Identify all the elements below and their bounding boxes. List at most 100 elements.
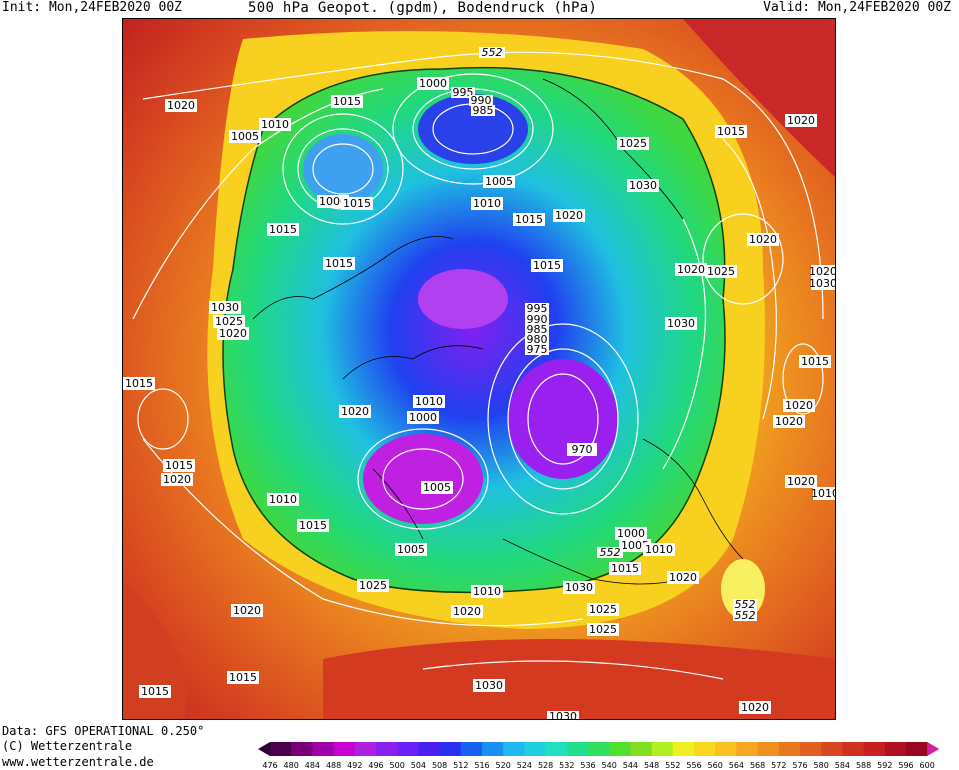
isobar-label: 995 bbox=[525, 302, 549, 315]
isobar-label: 1020 bbox=[161, 473, 193, 486]
svg-text:1005: 1005 bbox=[231, 130, 259, 143]
svg-text:1010: 1010 bbox=[473, 197, 501, 210]
colorbar-swatch bbox=[439, 742, 462, 756]
colorbar-swatch bbox=[715, 742, 737, 756]
isobar-label: 1020 bbox=[739, 701, 771, 714]
svg-text:1015: 1015 bbox=[533, 259, 561, 272]
colorbar-swatch bbox=[906, 742, 928, 756]
svg-text:990: 990 bbox=[527, 313, 548, 326]
isobar-label: 1010 bbox=[471, 197, 503, 210]
isobar-labels: 1020 1015 1010 1005 1000 1015 1000 995 9… bbox=[123, 46, 836, 719]
colorbar-arrow-right bbox=[927, 742, 940, 756]
isobar-label: 1020 bbox=[339, 405, 371, 418]
website-link[interactable]: www.wetterzentrale.de bbox=[2, 755, 154, 769]
svg-text:995: 995 bbox=[453, 86, 474, 99]
svg-text:1025: 1025 bbox=[359, 579, 387, 592]
isobar-label: 1015 bbox=[267, 223, 299, 236]
isobar-label: 1030 bbox=[563, 581, 595, 594]
svg-text:552: 552 bbox=[482, 46, 503, 59]
svg-text:552: 552 bbox=[735, 609, 756, 622]
isobar-label: 1025 bbox=[705, 265, 737, 278]
isobar-label: 1000 bbox=[417, 77, 449, 90]
svg-text:1030: 1030 bbox=[629, 179, 657, 192]
isobar-label: 1010 bbox=[471, 585, 503, 598]
isobar-label: 1030 bbox=[665, 317, 697, 330]
colorbar-swatch bbox=[588, 742, 610, 756]
colorbar-tick-label: 516 bbox=[474, 761, 489, 770]
svg-text:1015: 1015 bbox=[717, 125, 745, 138]
isobar-label: 1015 bbox=[513, 213, 545, 226]
isobar-label: 1015 bbox=[609, 562, 641, 575]
colorbar-tick-label: 576 bbox=[792, 761, 807, 770]
isobar-label: 1005 bbox=[395, 543, 427, 556]
colorbar-tick-label: 528 bbox=[538, 761, 553, 770]
isobar-label: 1020 bbox=[773, 415, 805, 428]
colorbar-swatch bbox=[694, 742, 716, 756]
isobar-label: 1015 bbox=[715, 125, 747, 138]
colorbar-tick-label: 484 bbox=[305, 761, 320, 770]
isobar-label: 1020 bbox=[783, 399, 815, 412]
weather-map-svg: 1020 1015 1010 1005 1000 1015 1000 995 9… bbox=[123, 19, 836, 719]
svg-text:1020: 1020 bbox=[555, 209, 583, 222]
colorbar-swatch bbox=[566, 742, 589, 756]
colorbar-tick-label: 556 bbox=[686, 761, 701, 770]
warm-region-ne bbox=[683, 19, 835, 178]
svg-text:1030: 1030 bbox=[475, 679, 503, 692]
low-south bbox=[363, 434, 483, 524]
colorbar-swatch bbox=[884, 742, 907, 756]
svg-text:1020: 1020 bbox=[749, 233, 777, 246]
colorbar-swatch bbox=[482, 742, 504, 756]
isobar-label: 1015 bbox=[123, 377, 155, 390]
colorbar-swatch bbox=[545, 742, 568, 756]
svg-text:1030: 1030 bbox=[809, 277, 836, 290]
isobar-label: 1015 bbox=[531, 259, 563, 272]
colorbar-tick-label: 504 bbox=[411, 761, 426, 770]
svg-text:1000: 1000 bbox=[319, 195, 347, 208]
isobar-label: 1025 bbox=[213, 315, 245, 328]
svg-text:1030: 1030 bbox=[565, 581, 593, 594]
svg-text:1010: 1010 bbox=[811, 487, 836, 500]
low-east bbox=[508, 359, 618, 479]
isobar-label: 985 bbox=[471, 104, 495, 117]
svg-text:985: 985 bbox=[527, 323, 548, 336]
svg-text:1005: 1005 bbox=[397, 543, 425, 556]
svg-text:1015: 1015 bbox=[801, 355, 829, 368]
isobar-label: 552 bbox=[733, 598, 757, 611]
svg-text:1010: 1010 bbox=[261, 118, 289, 131]
isobar-label: 1010 bbox=[413, 395, 445, 408]
colorbar-tick-label: 544 bbox=[623, 761, 638, 770]
svg-text:1020: 1020 bbox=[809, 265, 836, 278]
svg-text:975: 975 bbox=[527, 343, 548, 356]
colorbar-swatch bbox=[630, 742, 653, 756]
isobar-label: 1015 bbox=[163, 459, 195, 472]
svg-text:552: 552 bbox=[600, 546, 621, 559]
isobar-label: 1020 bbox=[809, 265, 836, 278]
isobar-label: 1015 bbox=[341, 197, 373, 210]
svg-text:1020: 1020 bbox=[741, 701, 769, 714]
isobar-label: 1020 bbox=[747, 233, 779, 246]
colorbar-tick-label: 512 bbox=[453, 761, 468, 770]
svg-text:1010: 1010 bbox=[645, 543, 673, 556]
svg-text:552: 552 bbox=[735, 598, 756, 611]
colorbar-swatch bbox=[376, 742, 398, 756]
svg-text:1030: 1030 bbox=[211, 301, 239, 314]
isobar-label: 1030 bbox=[209, 301, 241, 314]
colorbar-tick-label: 588 bbox=[856, 761, 871, 770]
colorbar-swatch bbox=[503, 742, 525, 756]
isobar-label: 1020 bbox=[667, 571, 699, 584]
isobar-label: 1005 bbox=[229, 130, 261, 143]
colorbar-tick-label: 540 bbox=[602, 761, 617, 770]
isobar-label: 1000 bbox=[615, 527, 647, 540]
colorbar-swatch bbox=[842, 742, 865, 756]
warm-region-sw bbox=[123, 579, 187, 719]
colorbar-tick-label: 600 bbox=[920, 761, 935, 770]
svg-text:1025: 1025 bbox=[589, 603, 617, 616]
svg-text:1025: 1025 bbox=[619, 137, 647, 150]
colorbar-tick-label: 552 bbox=[665, 761, 680, 770]
isobar-label: 1020 bbox=[785, 114, 817, 127]
colorbar-swatch bbox=[397, 742, 419, 756]
colorbar-tick-label: 488 bbox=[326, 761, 341, 770]
svg-text:1010: 1010 bbox=[473, 585, 501, 598]
init-time-label: Init: Mon,24FEB2020 00Z bbox=[2, 0, 183, 15]
colorbar-tick-label: 584 bbox=[835, 761, 850, 770]
